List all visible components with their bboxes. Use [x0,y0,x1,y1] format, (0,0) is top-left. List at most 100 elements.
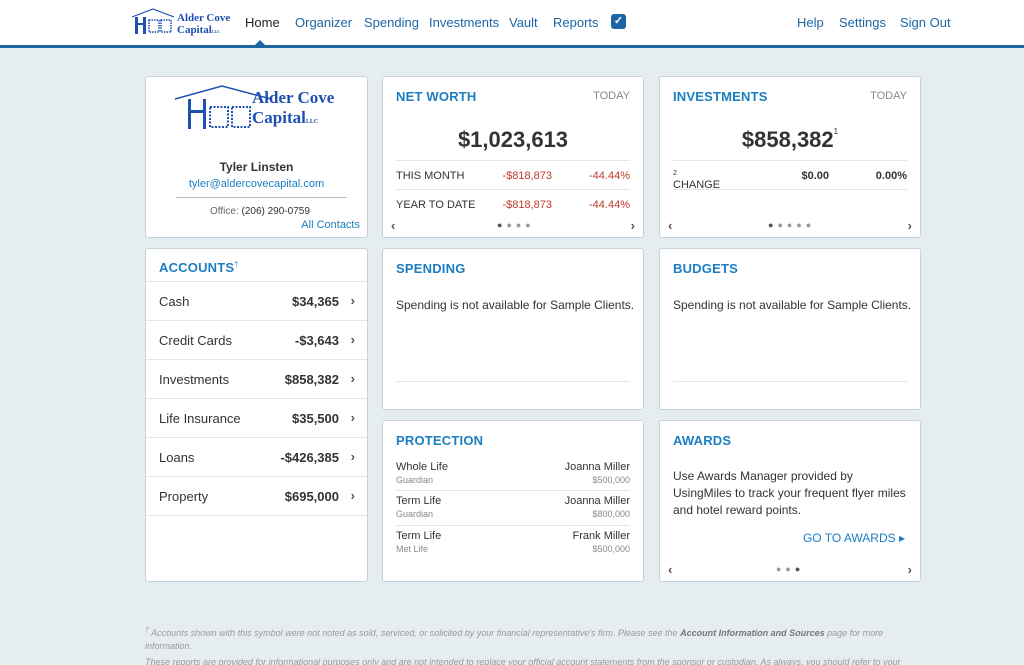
account-row-life-insurance[interactable]: Life Insurance $35,500 › [146,398,367,437]
investments-value-footnote: 1 [833,127,839,136]
budgets-divider [673,381,907,382]
account-row-property[interactable]: Property $695,000 › [146,476,367,515]
policy-insured: Joanna Miller [564,495,630,507]
brand-logo[interactable]: Alder Cove CapitalLLC [131,8,231,38]
row-amount: -$818,873 [502,170,552,182]
spending-message: Spending is not available for Sample Cli… [396,298,635,312]
nav-spending[interactable]: Spending [364,15,419,30]
chevron-right-icon: › [350,488,355,503]
change-footnote: 2 [673,170,677,177]
policy-carrier: Guardian [396,475,434,485]
building-logo-icon [174,85,272,129]
chevron-right-icon: › [350,371,355,386]
investments-title[interactable]: INVESTMENTS [673,89,768,104]
account-info-sources-link[interactable]: Account Information and Sources [680,628,825,638]
advisor-logo-line-1: Alder Cove [252,88,335,107]
account-value: -$426,385 [280,450,339,465]
pager-dots: ●●●● [497,220,535,230]
disclaimer-footnote: These reports are provided for informati… [145,657,901,665]
chevron-right-icon[interactable]: › [907,218,912,233]
advisor-logo-suffix: LLC [305,119,319,125]
policy-type: Whole Life [396,461,448,473]
account-value: $695,000 [284,489,339,504]
row-label: THIS MONTH [396,170,465,182]
spending-divider [396,381,630,382]
account-value: $34,365 [292,294,339,309]
chevron-right-icon[interactable]: › [630,218,635,233]
nav-home[interactable]: Home [245,15,280,30]
net-worth-title[interactable]: NET WORTH [396,89,477,104]
net-worth-row-month: THIS MONTH -$818,873 -44.44% [396,160,630,190]
nav-organizer[interactable]: Organizer [295,15,353,30]
investments-period: TODAY [870,90,907,102]
investments-card[interactable]: INVESTMENTS TODAY $858,3821 CHANGE 2 $0.0… [659,76,921,238]
active-tab-caret [254,40,266,46]
net-worth-row-ytd: YEAR TO DATE -$818,873 -44.44% [396,189,630,219]
top-navigation-bar: Alder Cove CapitalLLC Home Organizer Spe… [0,0,1024,48]
policy-insured: Joanna Miller [564,461,630,473]
nav-sign-out[interactable]: Sign Out [900,15,951,30]
go-to-awards-link[interactable]: GO TO AWARDS ▸ [802,531,905,545]
row-label: YEAR TO DATE [396,199,476,211]
policy-type: Term Life [396,495,442,507]
awards-title[interactable]: AWARDS [673,433,732,448]
chevron-right-icon[interactable]: › [907,562,912,577]
brand-line-1: Alder Cove [177,12,231,24]
accounts-footnote-symbol: † [234,261,239,269]
row-percent: -44.44% [589,170,630,182]
protection-title[interactable]: PROTECTION [396,433,484,448]
account-label: Investments [159,372,230,387]
account-row-investments[interactable]: Investments $858,382 › [146,359,367,398]
account-row-cash[interactable]: Cash $34,365 › [146,281,367,320]
office-label: Office: [210,206,239,217]
nav-settings[interactable]: Settings [839,15,886,30]
advisor-profile-card: Alder Cove CapitalLLC Tyler Linsten tyle… [145,76,368,238]
accounts-card: ACCOUNTS† Cash $34,365 › Credit Cards -$… [145,248,368,582]
all-contacts-link[interactable]: All Contacts [301,219,360,231]
budgets-card[interactable]: BUDGETS Spending is not available for Sa… [659,248,921,410]
chevron-right-icon: › [350,449,355,464]
account-row-loans[interactable]: Loans -$426,385 › [146,437,367,476]
protection-row: Term Life Met Life Frank Miller $500,000 [396,525,630,560]
policy-type: Term Life [396,530,442,542]
net-worth-value: $1,023,613 [457,127,569,152]
account-label: Cash [159,294,190,309]
policy-insured: Frank Miller [572,530,630,542]
footnote-text-b: page for more information. [145,628,884,651]
change-label: CHANGE [673,179,721,191]
budgets-title[interactable]: BUDGETS [673,261,738,276]
brand-line-2: Capital [177,24,212,36]
spending-card[interactable]: SPENDING Spending is not available for S… [382,248,644,410]
footnote-text-a: Accounts shown with this symbol were not… [151,628,678,638]
spending-title[interactable]: SPENDING [396,261,466,276]
investments-value-wrap: $858,3821 [660,127,920,153]
net-worth-card[interactable]: NET WORTH TODAY $1,023,613 THIS MONTH -$… [382,76,644,238]
row-amount: -$818,873 [502,199,552,211]
pager-dots: ●●●●● [768,220,816,230]
investments-divider [673,189,907,190]
footnote-symbol: † [145,627,149,634]
policy-amount: $500,000 [592,475,630,485]
chevron-left-icon[interactable]: ‹ [391,218,396,233]
policy-amount: $800,000 [592,509,630,519]
checkbox-icon[interactable]: ✓ [611,14,626,29]
advisor-email[interactable]: tyler@aldercovecapital.com [188,178,325,190]
protection-card[interactable]: PROTECTION Whole Life Guardian Joanna Mi… [382,420,644,582]
account-row-credit-cards[interactable]: Credit Cards -$3,643 › [146,320,367,359]
account-label: Life Insurance [159,411,241,426]
policy-carrier: Met Life [396,544,429,554]
nav-reports[interactable]: Reports [553,15,599,30]
chevron-left-icon[interactable]: ‹ [668,562,673,577]
advisor-name: Tyler Linsten [219,160,294,174]
net-worth-period: TODAY [593,90,630,102]
protection-row: Term Life Guardian Joanna Miller $800,00… [396,490,630,525]
profile-divider [176,197,347,198]
account-value: -$3,643 [294,333,339,348]
row-percent: -44.44% [589,199,630,211]
accounts-title[interactable]: ACCOUNTS [159,260,235,275]
protection-row: Whole Life Guardian Joanna Miller $500,0… [396,457,630,492]
nav-help[interactable]: Help [797,15,824,30]
chevron-left-icon[interactable]: ‹ [668,218,673,233]
nav-investments[interactable]: Investments [429,15,500,30]
nav-vault[interactable]: Vault [509,15,538,30]
